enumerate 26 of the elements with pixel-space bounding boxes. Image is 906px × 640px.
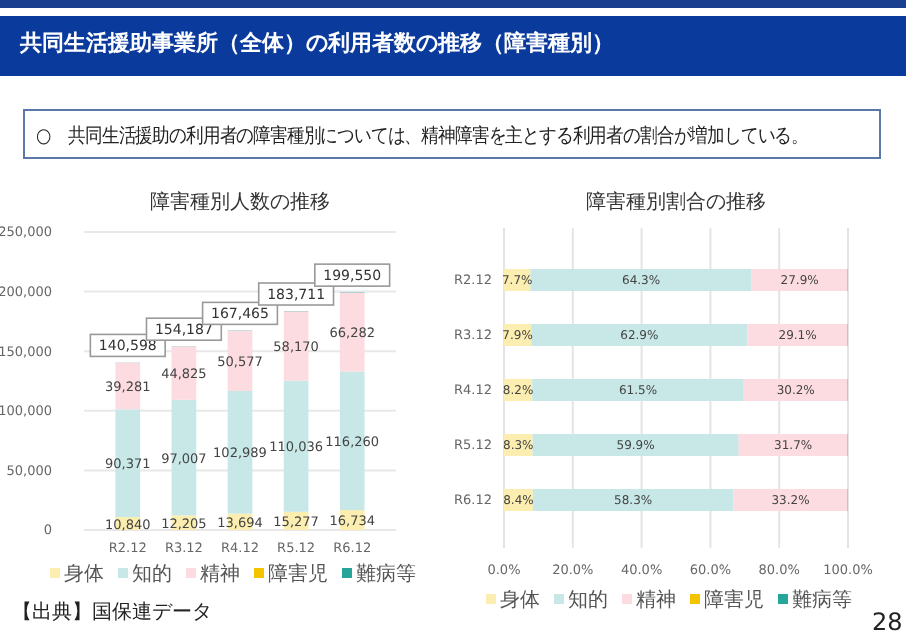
legend-label: 難病等 (792, 588, 852, 612)
chart-title: 障害種別人数の推移 (150, 190, 330, 214)
bar (530, 269, 752, 291)
text: 共同生活援助事業所（全体）の利用者数の推移（障害種別） (18, 30, 614, 56)
bar (751, 269, 848, 291)
text: 【出典】国保連データ (12, 600, 212, 624)
bar (738, 434, 848, 456)
legend-label: 知的 (132, 562, 172, 586)
legend-label: 精神 (200, 562, 240, 586)
bar (532, 489, 734, 511)
text: ○ 共同生活援助の利用者の障害種別については、精神障害を主とする利用者の割合が増加している。 (36, 125, 809, 149)
bar (733, 489, 848, 511)
bar (532, 434, 739, 456)
bar (531, 324, 748, 346)
legend-label: 精神 (636, 588, 676, 612)
legend-label: 難病等 (356, 562, 416, 586)
bar (747, 324, 848, 346)
legend-label: 障害児 (704, 588, 764, 612)
legend-label: 身体 (500, 588, 540, 612)
bar (532, 379, 744, 401)
legend-label: 障害児 (268, 562, 328, 586)
legend-label: 身体 (64, 562, 104, 586)
bar (743, 379, 848, 401)
legend-label: 知的 (568, 588, 608, 612)
text: 28 (872, 608, 903, 636)
chart-title: 障害種別割合の推移 (586, 190, 766, 214)
